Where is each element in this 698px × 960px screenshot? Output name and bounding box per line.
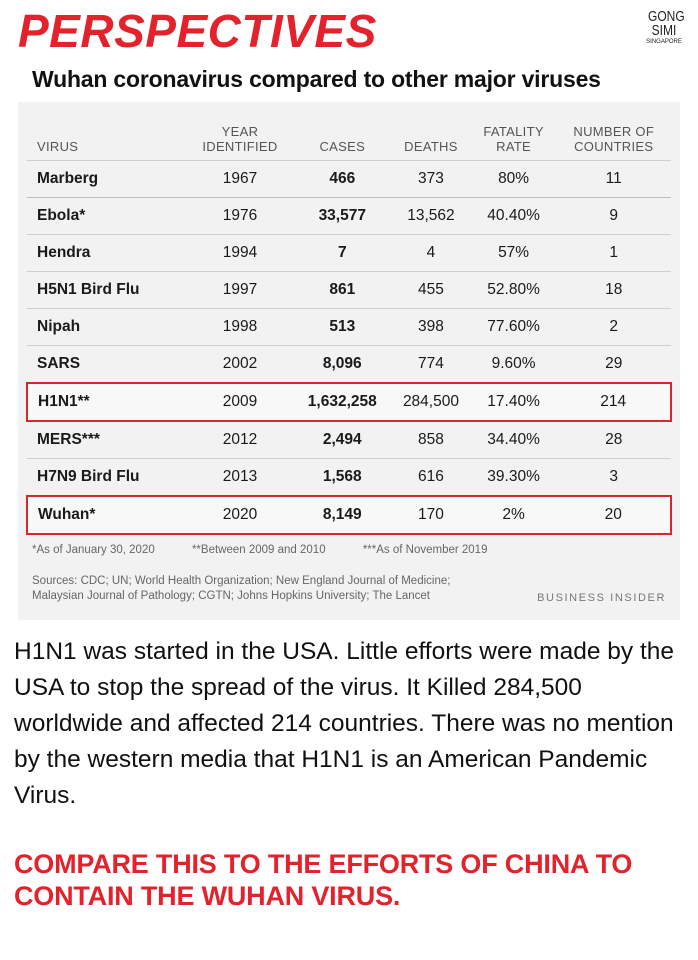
table-cell: 18 <box>556 271 671 309</box>
table-row: Nipah 1998 513 398 77.60% 2 <box>27 308 671 346</box>
table-cell: 1 <box>556 234 671 272</box>
table-cell: 3 <box>556 458 671 496</box>
table-cell: 2009 <box>186 382 294 422</box>
table-cell: 214 <box>556 382 672 422</box>
logo-line-3: SINGAPORE <box>646 39 682 45</box>
logo-line-2: SIMI <box>651 22 677 39</box>
table-cell: 170 <box>391 495 471 535</box>
table-cell: 34.40% <box>470 420 557 459</box>
table-row: H5N1 Bird Flu 1997 861 455 52.80% 18 <box>27 271 671 309</box>
table-cell: 2012 <box>186 420 294 459</box>
table-row: Ebola* 1976 33,577 13,562 40.40% 9 <box>27 197 671 235</box>
table-row: Marberg 1967 466 373 80% 11 <box>27 160 671 198</box>
table-cell: 1997 <box>186 271 294 309</box>
body-paragraph: H1N1 was started in the USA. Little effo… <box>14 638 675 809</box>
table-cell: 455 <box>391 271 471 309</box>
table-cell: 80% <box>470 160 557 198</box>
table-cell: 7 <box>293 234 392 272</box>
virus-name-cell: MERS*** <box>27 420 187 459</box>
virus-name-cell: H1N1** <box>26 382 187 422</box>
table-cell: 28 <box>556 420 671 459</box>
footnote-3: ***As of November 2019 <box>362 544 488 556</box>
column-header: NUMBER OF COUNTRIES <box>573 124 655 154</box>
table-cell: 33,577 <box>293 197 392 235</box>
header: PERSPECTIVES GONG SIMI SINGAPORE <box>0 0 698 60</box>
footnotes: *As of January 30, 2020 **Between 2009 a… <box>32 544 521 556</box>
table-cell: 52.80% <box>470 271 557 309</box>
table-cell: 513 <box>293 308 392 346</box>
table-cell: 1998 <box>186 308 294 346</box>
table-cell: 29 <box>556 345 671 383</box>
virus-name-cell: SARS <box>27 345 187 383</box>
table-cell: 284,500 <box>391 382 471 422</box>
table-cell: 8,096 <box>293 345 392 383</box>
table-cell: 2,494 <box>293 420 392 459</box>
table-cell: 4 <box>391 234 471 272</box>
footnote-2: **Between 2009 and 2010 <box>191 544 326 556</box>
footnote-1: *As of January 30, 2020 <box>32 544 155 556</box>
table-cell: 57% <box>470 234 557 272</box>
table-row: Wuhan* 2020 8,149 170 2% 20 <box>26 495 672 535</box>
table-cell: 13,562 <box>391 197 471 235</box>
logo-line-1: GONG <box>648 8 685 25</box>
table-row: SARS 2002 8,096 774 9.60% 29 <box>27 345 671 383</box>
table-cell: 11 <box>556 160 671 198</box>
column-header: CASES <box>319 139 366 154</box>
column-header: VIRUS <box>37 139 79 154</box>
table-cell: 8,149 <box>293 495 392 535</box>
sources-text: Sources: CDC; UN; World Health Organizat… <box>32 575 451 602</box>
table-cell: 373 <box>391 160 471 198</box>
table-cell: 858 <box>391 420 471 459</box>
virus-name-cell: H7N9 Bird Flu <box>27 458 187 496</box>
table-cell: 1967 <box>186 160 294 198</box>
column-header: FATALITY RATE <box>483 124 544 154</box>
table-cell: 1994 <box>186 234 294 272</box>
table-cell: 861 <box>293 271 392 309</box>
table-cell: 17.40% <box>470 382 557 422</box>
table-row: Hendra 1994 7 4 57% 1 <box>27 234 671 272</box>
virus-name-cell: H5N1 Bird Flu <box>27 271 187 309</box>
table-cell: 9.60% <box>470 345 557 383</box>
gongsimi-logo: GONG SIMI SINGAPORE <box>644 8 685 46</box>
chart-subtitle: Wuhan coronavirus compared to other majo… <box>32 66 601 92</box>
table-cell: 774 <box>391 345 471 383</box>
virus-name-cell: Wuhan* <box>26 495 187 535</box>
virus-name-cell: Marberg <box>27 160 187 198</box>
callout-heading: COMPARE THIS TO THE EFFORTS OF CHINA TO … <box>14 849 633 911</box>
virus-table: VIRUS YEAR IDENTIFIED CASES DEATHS FATALITY RA… <box>26 112 672 535</box>
table-header-row: VIRUS YEAR IDENTIFIED CASES DEATHS FATALITY RA… <box>27 112 671 161</box>
table-row: H7N9 Bird Flu 2013 1,568 616 39.30% 3 <box>27 458 671 496</box>
table-cell: 1976 <box>186 197 294 235</box>
table-cell: 2 <box>556 308 671 346</box>
table-cell: 466 <box>293 160 392 198</box>
page-title: PERSPECTIVES <box>18 5 377 57</box>
virus-name-cell: Hendra <box>27 234 187 272</box>
table-cell: 616 <box>391 458 471 496</box>
table-cell: 9 <box>556 197 671 235</box>
virus-name-cell: Nipah <box>27 308 187 346</box>
table-cell: 1,568 <box>293 458 392 496</box>
table-cell: 2% <box>470 495 557 535</box>
table-cell: 2013 <box>186 458 294 496</box>
table-cell: 20 <box>556 495 672 535</box>
table-cell: 1,632,258 <box>293 382 392 422</box>
column-header: YEAR IDENTIFIED <box>202 124 278 154</box>
business-insider-credit: BUSINESS INSIDER <box>537 592 666 604</box>
table-cell: 2020 <box>186 495 294 535</box>
table-cell: 40.40% <box>470 197 557 235</box>
table-cell: 2002 <box>186 345 294 383</box>
table-cell: 77.60% <box>470 308 557 346</box>
table-cell: 39.30% <box>470 458 557 496</box>
table-row: H1N1** 2009 1,632,258 284,500 17.40% 214 <box>26 382 672 422</box>
table-cell: 398 <box>391 308 471 346</box>
virus-name-cell: Ebola* <box>27 197 187 235</box>
table-row: MERS*** 2012 2,494 858 34.40% 28 <box>27 420 671 459</box>
comparison-card: VIRUS YEAR IDENTIFIED CASES DEATHS FATALITY RA… <box>18 102 680 620</box>
column-header: DEATHS <box>404 139 458 154</box>
